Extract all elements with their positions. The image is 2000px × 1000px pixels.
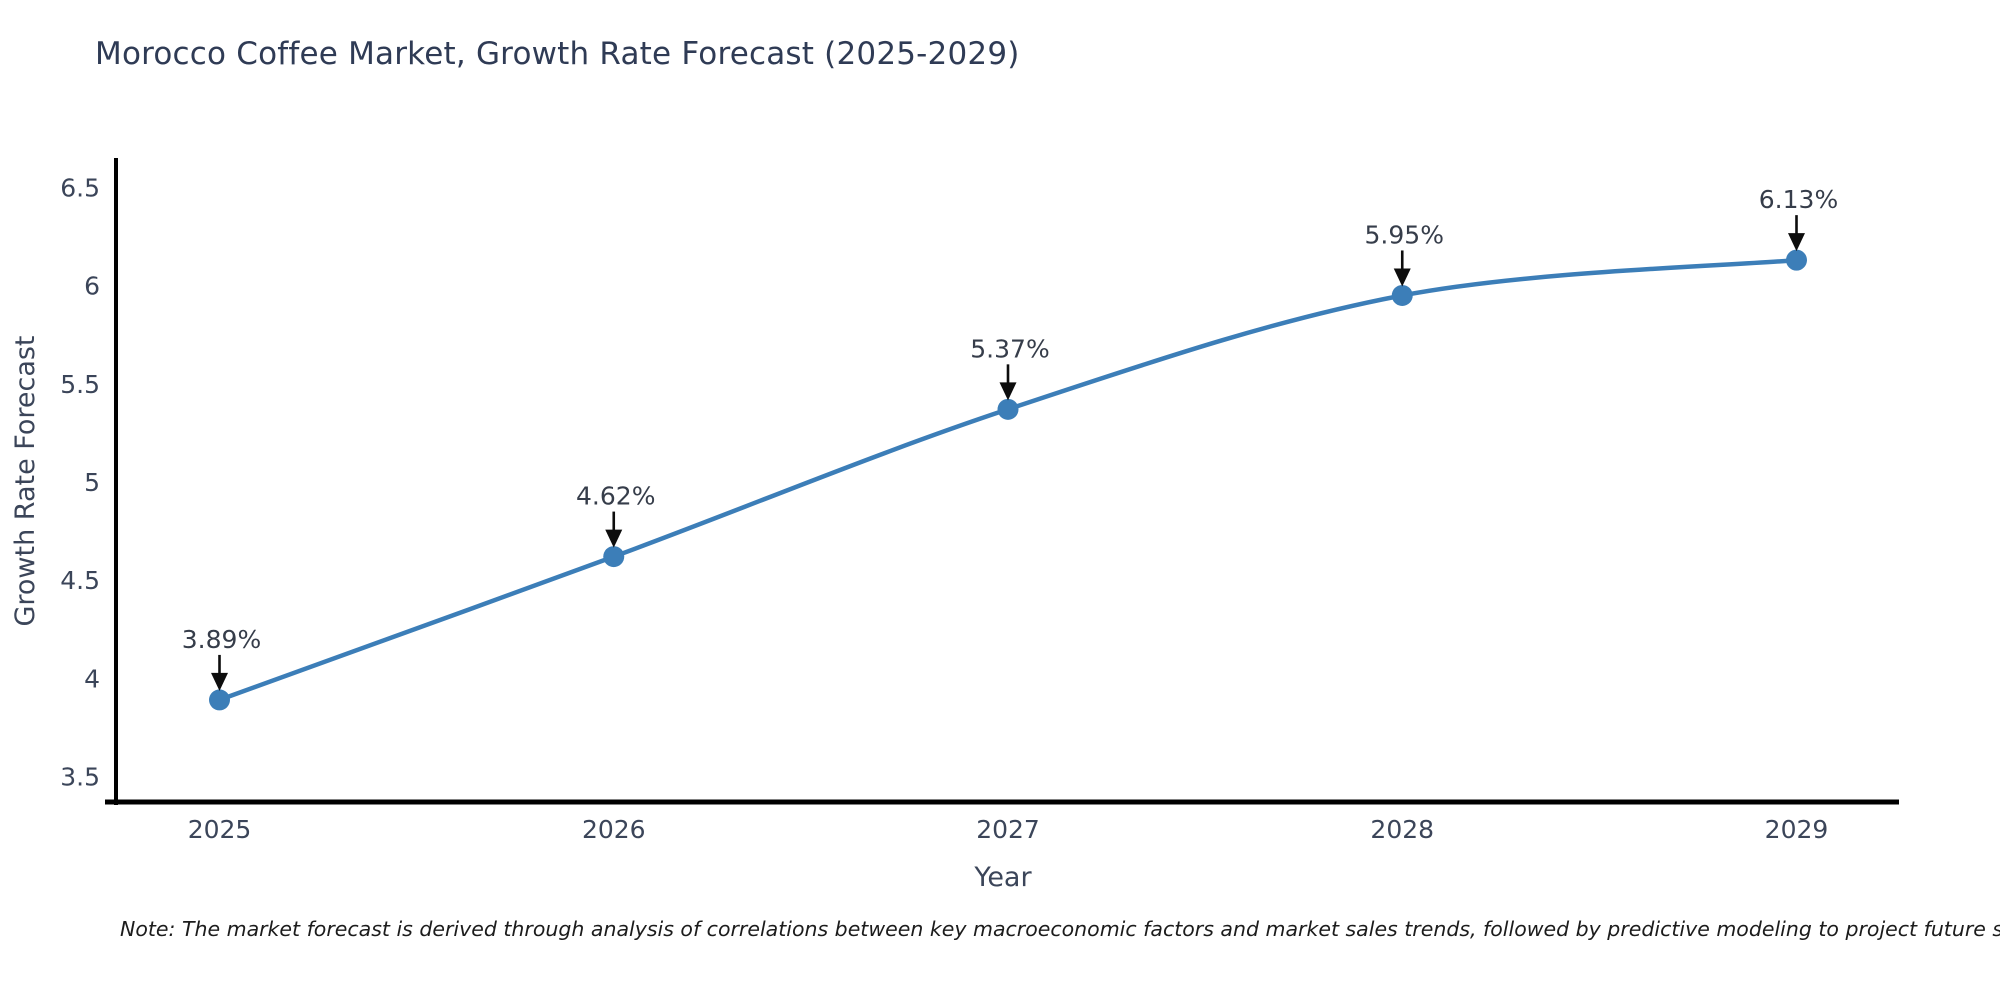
- y-axis-title: Growth Rate Forecast: [10, 335, 41, 626]
- footnote: Note: The market forecast is derived thr…: [120, 917, 2000, 941]
- point-annotation-label: 3.89%: [182, 625, 261, 654]
- x-axis-title: Year: [973, 862, 1032, 893]
- data-point: [209, 689, 231, 711]
- data-point: [1785, 249, 1807, 271]
- annotation-arrow-head-icon: [1393, 268, 1411, 287]
- y-tick-label: 5: [84, 468, 100, 497]
- annotation-arrow-head-icon: [1787, 233, 1805, 252]
- annotation-arrow-head-icon: [999, 382, 1017, 401]
- y-tick-label: 4: [84, 664, 100, 693]
- y-tick-label: 5.5: [60, 370, 100, 399]
- x-tick-label: 2025: [188, 815, 252, 844]
- x-tick-label: 2026: [582, 815, 646, 844]
- y-tick-label: 6.5: [60, 173, 100, 202]
- point-annotation-label: 6.13%: [1759, 185, 1838, 214]
- x-tick-label: 2028: [1370, 815, 1434, 844]
- y-tick-label: 3.5: [60, 762, 100, 791]
- point-annotation-label: 4.62%: [576, 482, 655, 511]
- data-point: [1391, 284, 1413, 306]
- data-point: [603, 546, 625, 568]
- point-annotation-label: 5.95%: [1365, 220, 1444, 249]
- x-tick-label: 2029: [1765, 815, 1829, 844]
- data-point: [997, 398, 1019, 420]
- annotation-arrow-head-icon: [211, 672, 229, 691]
- y-tick-label: 4.5: [60, 566, 100, 595]
- series-line: [217, 257, 1799, 703]
- chart-title: Morocco Coffee Market, Growth Rate Forec…: [95, 36, 1020, 72]
- x-tick-label: 2027: [976, 815, 1040, 844]
- annotation-arrow-head-icon: [605, 529, 623, 548]
- point-annotation-label: 5.37%: [970, 334, 1049, 363]
- y-tick-label: 6: [84, 272, 100, 301]
